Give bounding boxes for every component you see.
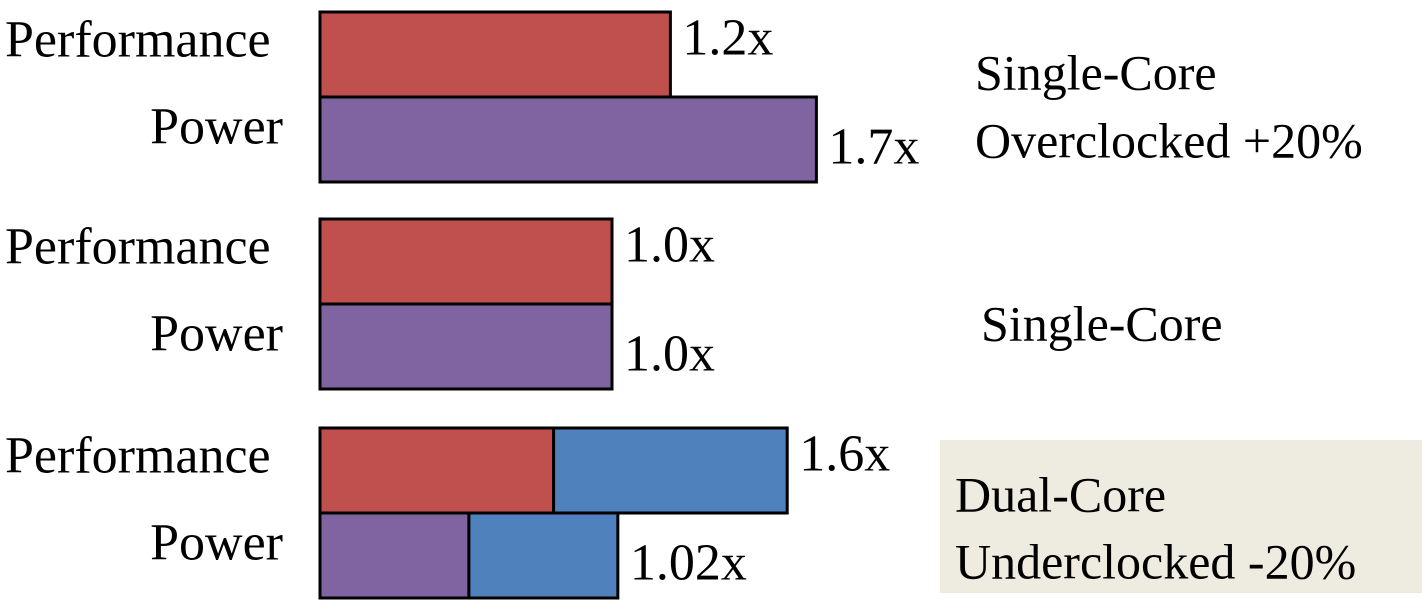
config-highlight-box (940, 440, 1422, 593)
bar-marks (318, 10, 818, 184)
performance-value-label: 1.2x (682, 9, 773, 66)
power-bar-segment-core-2 (467, 511, 620, 600)
performance-value-label: 1.6x (799, 425, 890, 482)
config-label-line-2: Underclocked -20% (955, 533, 1356, 589)
metric-label-power: Power (150, 305, 283, 362)
config-label-line-1: Dual-Core (955, 466, 1166, 522)
metric-label-power: Power (150, 514, 283, 571)
config-label-line-1: Single-Core (981, 295, 1223, 351)
config-group-single-core-overclocked: Performance Power Single-Core Overclocke… (5, 9, 1363, 184)
performance-bar-segment-core-2 (552, 426, 789, 515)
metric-label-performance: Performance (5, 218, 271, 275)
power-bar-segment-core-1 (318, 302, 614, 391)
config-group-dual-core-underclocked: Performance Power Dual-Core Underclocked… (5, 425, 1422, 600)
config-group-single-core: Performance Power Single-Core 1.0x 1.0x (5, 216, 1223, 391)
bar-marks (318, 217, 614, 391)
performance-bar-segment-core-1 (318, 426, 556, 515)
config-label-line-2: Overclocked +20% (975, 112, 1363, 168)
performance-bar-segment-core-1 (318, 217, 614, 306)
performance-bar-segment-core-1 (318, 10, 672, 99)
power-bar-segment-core-1 (318, 511, 471, 600)
bar-marks (318, 426, 789, 600)
metric-label-performance: Performance (5, 11, 271, 68)
power-value-label: 1.02x (630, 534, 747, 591)
power-bar-segment-core-1 (318, 95, 818, 184)
metric-label-power: Power (150, 98, 283, 155)
power-value-label: 1.7x (828, 118, 919, 175)
config-label-line-1: Single-Core (975, 44, 1217, 100)
power-value-label: 1.0x (624, 325, 715, 382)
performance-value-label: 1.0x (624, 216, 715, 273)
metric-label-performance: Performance (5, 427, 271, 484)
